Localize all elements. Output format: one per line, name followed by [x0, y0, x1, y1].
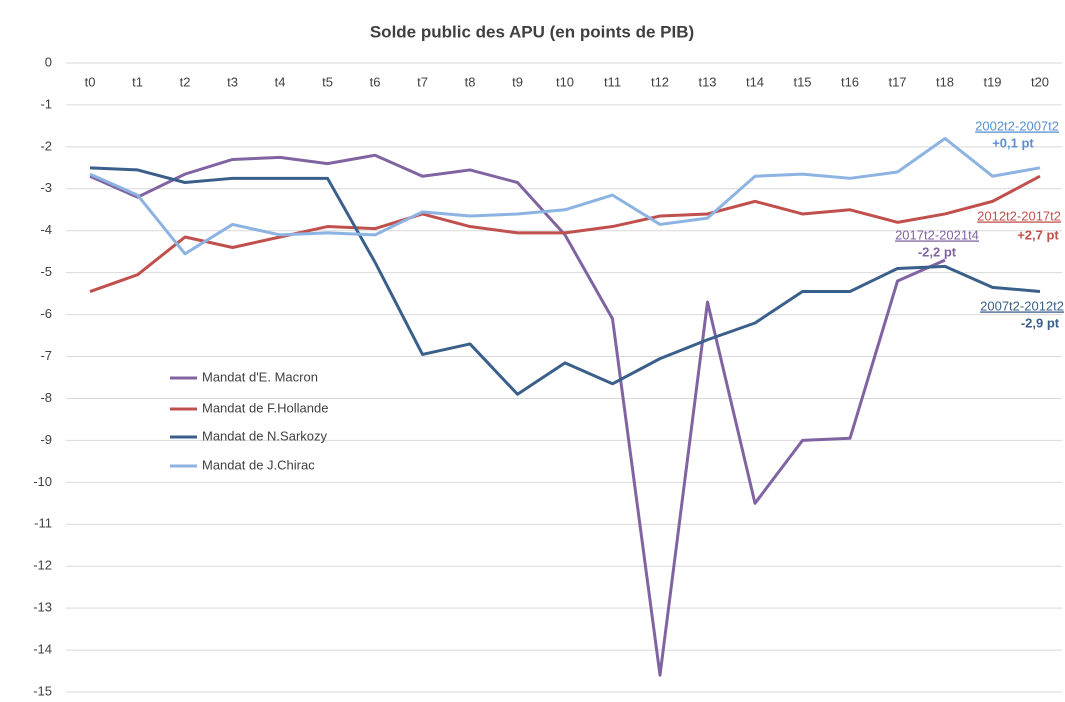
y-tick-label: -13 [33, 600, 52, 615]
x-tick-label: t13 [698, 74, 716, 89]
x-tick-label: t10 [556, 74, 574, 89]
x-tick-label: t12 [651, 74, 669, 89]
y-tick-label: -14 [33, 642, 52, 657]
y-tick-label: -12 [33, 558, 52, 573]
y-tick-label: -11 [34, 516, 52, 531]
annotation-period: 2007t2-2012t2 [980, 298, 1064, 313]
annotation-period: 2017t2-2021t4 [895, 227, 979, 242]
series-line [89, 136, 1041, 256]
series-line [89, 153, 946, 677]
y-tick-label: 0 [45, 54, 52, 69]
series-line [89, 166, 1041, 396]
annotation-period: 2012t2-2017t2 [977, 208, 1061, 223]
x-tick-label: t2 [180, 74, 191, 89]
annotation-change: +0,1 pt [992, 135, 1034, 150]
y-tick-label: -4 [40, 222, 52, 237]
y-tick-label: -5 [40, 264, 52, 279]
x-tick-label: t6 [370, 74, 381, 89]
x-tick-label: t0 [85, 74, 96, 89]
x-tick-label: t5 [322, 74, 333, 89]
annotation-change: -2,2 pt [918, 244, 957, 259]
x-tick-label: t19 [983, 74, 1001, 89]
y-tick-label: -3 [40, 180, 52, 195]
x-tick-label: t1 [132, 74, 143, 89]
y-tick-label: -9 [40, 432, 52, 447]
x-tick-label: t20 [1031, 74, 1049, 89]
y-tick-label: -7 [40, 348, 52, 363]
x-tick-label: t7 [417, 74, 428, 89]
annotation-change: -2,9 pt [1021, 315, 1060, 330]
y-tick-label: -10 [33, 474, 52, 489]
legend-label: Mandat d'E. Macron [202, 369, 318, 384]
legend-label: Mandat de N.Sarkozy [202, 428, 328, 443]
x-tick-label: t3 [227, 74, 238, 89]
annotation-change: +2,7 pt [1017, 227, 1059, 242]
chart-title: Solde public des APU (en points de PIB) [370, 22, 694, 41]
annotation-period: 2002t2-2007t2 [975, 118, 1059, 133]
legend-label: Mandat de F.Hollande [202, 400, 328, 415]
y-tick-label: -8 [40, 390, 52, 405]
x-tick-label: t15 [793, 74, 811, 89]
x-tick-label: t18 [936, 74, 954, 89]
x-tick-label: t8 [465, 74, 476, 89]
x-tick-label: t4 [275, 74, 286, 89]
x-tick-label: t16 [841, 74, 859, 89]
legend-label: Mandat de J.Chirac [202, 457, 315, 472]
x-tick-label: t11 [604, 74, 621, 89]
x-tick-label: t9 [512, 74, 523, 89]
x-tick-label: t14 [746, 74, 764, 89]
series-line [89, 174, 1041, 293]
x-tick-label: t17 [888, 74, 906, 89]
y-tick-label: -6 [40, 306, 52, 321]
y-tick-label: -2 [40, 138, 52, 153]
y-tick-label: -15 [33, 683, 52, 698]
y-tick-label: -1 [40, 96, 52, 111]
